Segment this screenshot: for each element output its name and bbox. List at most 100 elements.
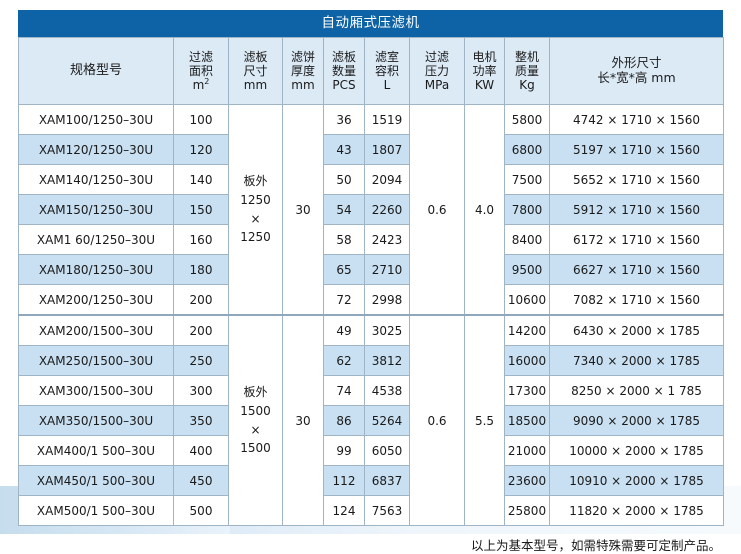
cell-model: XAM400/1 500–30U [18,435,174,466]
cell-mass: 16000 [504,345,550,376]
cell-pressure: 0.6 [409,104,465,316]
cell-volume: 3025 [364,314,410,346]
cell-model: XAM100/1250–30U [18,104,174,135]
cell-model: XAM200/1250–30U [18,284,174,316]
table-row: XAM250/1500–30U 250 62 3812 16000 7340 × 2000… [18,345,724,376]
cell-mass: 21000 [504,435,550,466]
cell-size: 4742 × 1710 × 1560 [549,104,724,135]
cell-volume: 6050 [364,435,410,466]
cell-model: XAM120/1250–30U [18,134,174,165]
cell-mass: 6800 [504,134,550,165]
cell-size: 5912 × 1710 × 1560 [549,194,724,225]
cell-area: 100 [173,104,229,135]
cell-volume: 6837 [364,465,410,496]
cell-area: 450 [173,465,229,496]
table-row: XAM140/1250–30U 140 50 2094 7500 5652 × 1710 … [18,164,724,195]
table-row: XAM200/1250–30U 200 72 2998 10600 7082 × 1710… [18,284,724,316]
table-body: XAM100/1250–30U 100 板外 1250 × 1250 30 36 1519 0.6… [18,104,724,526]
cell-pressure: 0.6 [409,314,465,526]
cell-size: 10000 × 2000 × 1785 [549,435,724,466]
cell-area: 200 [173,284,229,316]
cell-model: XAM200/1500–30U [18,314,174,346]
table-row: XAM450/1 500–30U 450 112 6837 23600 10910 × 2… [18,465,724,496]
cell-mass: 25800 [504,495,550,526]
cell-area: 180 [173,254,229,285]
cell-area: 150 [173,194,229,225]
cell-mass: 5800 [504,104,550,135]
cell-plate-count: 43 [323,134,365,165]
cell-model: XAM350/1500–30U [18,405,174,436]
cell-power: 4.0 [464,104,505,316]
cell-power: 5.5 [464,314,505,526]
cell-plate-count: 36 [323,104,365,135]
cell-plate-count: 49 [323,314,365,346]
cell-plate-count: 58 [323,224,365,255]
cell-size: 5652 × 1710 × 1560 [549,164,724,195]
cell-cake-thickness: 30 [282,104,324,316]
cell-model: XAM180/1250–30U [18,254,174,285]
cell-model: XAM300/1500–30U [18,375,174,406]
table-row: XAM500/1 500–30U 500 124 7563 25800 11820 × 2… [18,495,724,526]
cell-model: XAM140/1250–30U [18,164,174,195]
column-header-count: 滤板 数量 PCS [323,37,365,105]
cell-model: XAM150/1250–30U [18,194,174,225]
table-row: XAM1 60/1250–30U 160 58 2423 8400 6172 × 1710… [18,224,724,255]
cell-size: 7082 × 1710 × 1560 [549,284,724,316]
column-header-volume: 滤室 容积 L [364,37,410,105]
cell-volume: 2998 [364,284,410,316]
cell-plate-count: 50 [323,164,365,195]
cell-area: 160 [173,224,229,255]
cell-plate-count: 62 [323,345,365,376]
cell-size: 6430 × 2000 × 1785 [549,314,724,346]
specification-table: 规格型号 过滤 面积 m2 滤板 尺寸 mm 滤饼 厚度 mm 滤板 数量 PCS 滤室 容积 L 过滤 压力 MP… [18,37,724,526]
column-header-mass: 整机 质量 Kg [504,37,550,105]
cell-volume: 4538 [364,375,410,406]
cell-size: 7340 × 2000 × 1785 [549,345,724,376]
cell-plate-count: 124 [323,495,365,526]
cell-size: 5197 × 1710 × 1560 [549,134,724,165]
cell-area: 120 [173,134,229,165]
table-title: 自动厢式压滤机 [18,10,723,37]
cell-model: XAM250/1500–30U [18,345,174,376]
cell-size: 11820 × 2000 × 1785 [549,495,724,526]
cell-plate-count: 72 [323,284,365,316]
cell-mass: 10600 [504,284,550,316]
cell-area: 300 [173,375,229,406]
cell-volume: 1519 [364,104,410,135]
cell-mass: 23600 [504,465,550,496]
column-header-pressure: 过滤 压力 MPa [409,37,465,105]
cell-area: 250 [173,345,229,376]
table-row: XAM120/1250–30U 120 43 1807 6800 5197 × 1710 … [18,134,724,165]
cell-volume: 5264 [364,405,410,436]
cell-area: 350 [173,405,229,436]
cell-plate-count: 54 [323,194,365,225]
cell-area: 200 [173,314,229,346]
cell-size: 6627 × 1710 × 1560 [549,254,724,285]
table-header: 规格型号 过滤 面积 m2 滤板 尺寸 mm 滤饼 厚度 mm 滤板 数量 PCS 滤室 容积 L 过滤 压力 MP… [18,37,724,105]
cell-plate-count: 74 [323,375,365,406]
cell-volume: 7563 [364,495,410,526]
cell-plate-count: 65 [323,254,365,285]
cell-model: XAM1 60/1250–30U [18,224,174,255]
cell-volume: 2710 [364,254,410,285]
cell-volume: 2094 [364,164,410,195]
cell-volume: 2423 [364,224,410,255]
cell-mass: 9500 [504,254,550,285]
table-row: XAM150/1250–30U 150 54 2260 7800 5912 × 1710 … [18,194,724,225]
column-header-size: 外形尺寸 长*宽*高 mm [549,37,724,105]
table-row: XAM400/1 500–30U 400 99 6050 21000 10000 × 20… [18,435,724,466]
column-header-model: 规格型号 [18,37,174,105]
cell-volume: 1807 [364,134,410,165]
table-row: XAM180/1250–30U 180 65 2710 9500 6627 × 1710 … [18,254,724,285]
cell-model: XAM450/1 500–30U [18,465,174,496]
cell-volume: 2260 [364,194,410,225]
cell-size: 8250 × 2000 × 1 785 [549,375,724,406]
cell-area: 500 [173,495,229,526]
cell-mass: 18500 [504,405,550,436]
cell-mass: 14200 [504,314,550,346]
cell-area: 400 [173,435,229,466]
cell-model: XAM500/1 500–30U [18,495,174,526]
cell-volume: 3812 [364,345,410,376]
table-row: XAM100/1250–30U 100 板外 1250 × 1250 30 36 1519 0.6… [18,104,724,316]
cell-plate-count: 86 [323,405,365,436]
